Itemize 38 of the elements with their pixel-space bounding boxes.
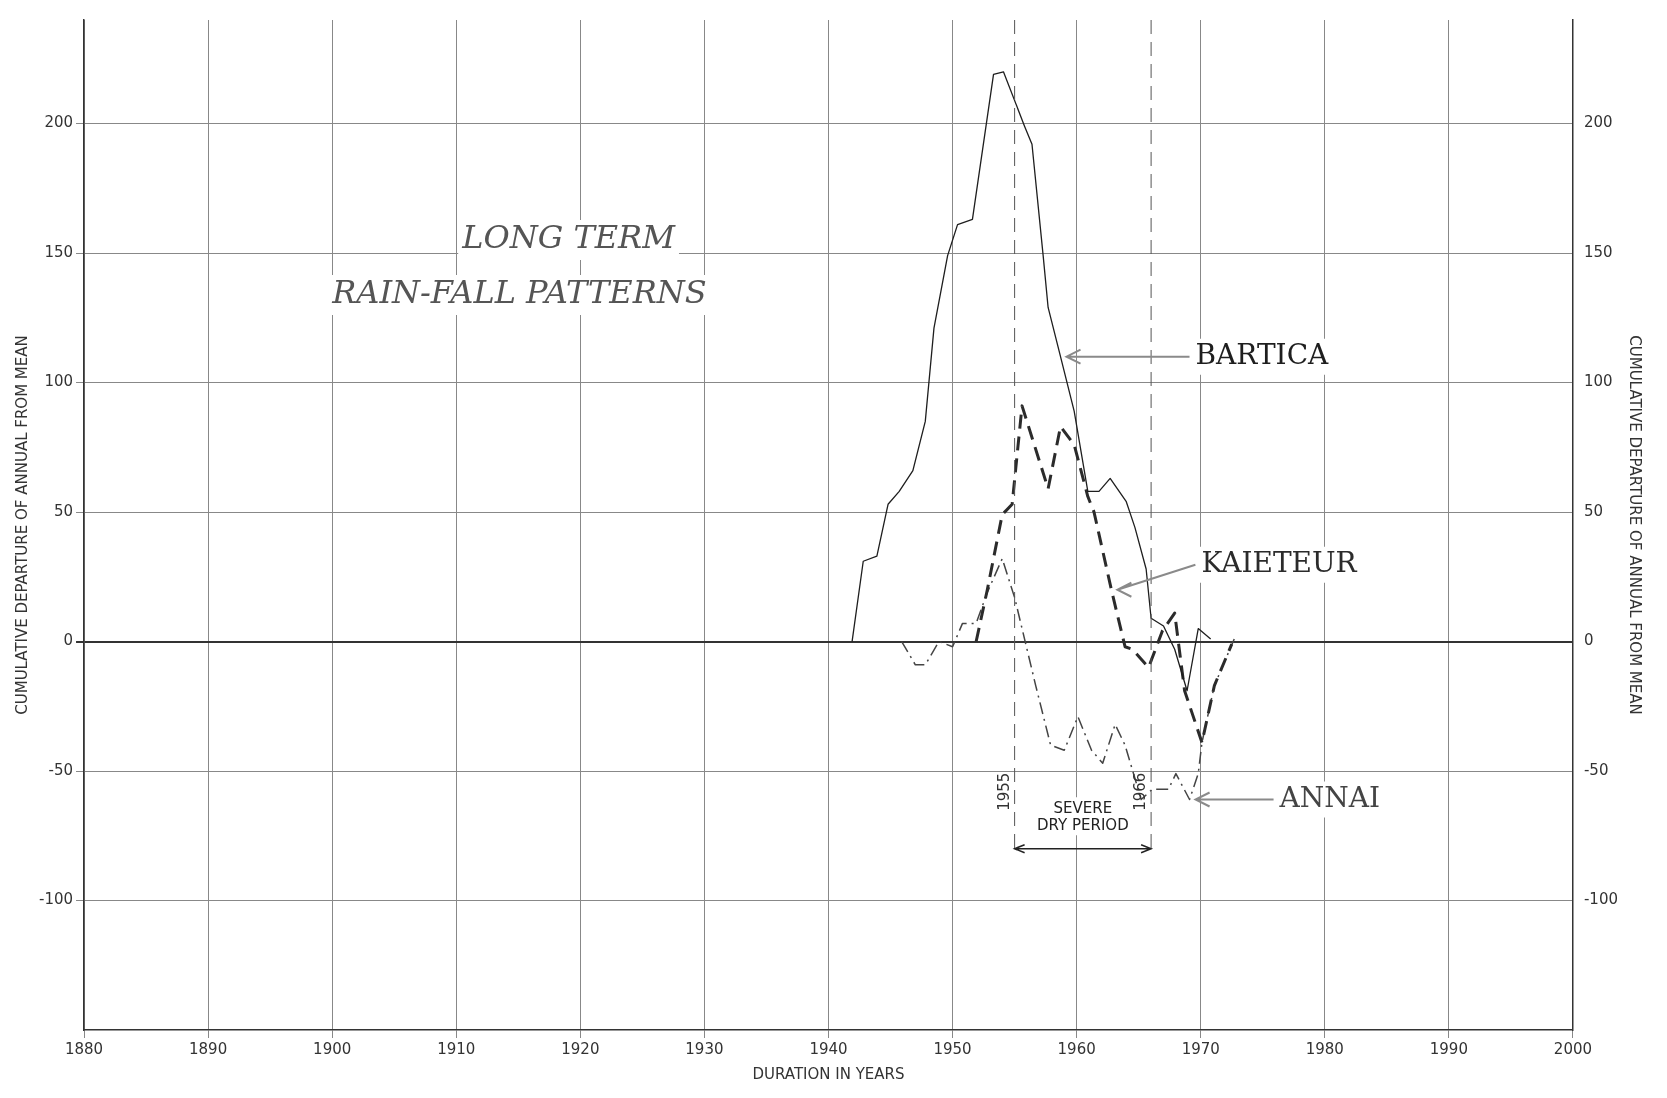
y-tick-label: 150	[44, 242, 74, 261]
y2-tick-label: 50	[1583, 501, 1604, 520]
y-tick-label: 100	[44, 372, 74, 391]
x-tick-label: 1900	[313, 1039, 352, 1058]
ref-line-label: 1955	[994, 772, 1013, 811]
text: ANNAI	[1278, 780, 1381, 814]
y-tick-label: 200	[44, 113, 74, 132]
x-tick-label: 1930	[685, 1039, 724, 1058]
x-tick-label: 1980	[1305, 1039, 1344, 1058]
series-label: KAIETEUR	[1201, 546, 1358, 580]
y-axis-title: CUMULATIVE DEPARTURE OF ANNUAL FROM MEAN	[12, 335, 31, 715]
y2-tick-label: 200	[1583, 113, 1613, 132]
x-tick-label: 1880	[64, 1039, 104, 1058]
annotation: RAIN-FALL PATTERNS	[331, 273, 707, 312]
y2-tick-label: 100	[1583, 372, 1613, 391]
y-tick-label: 50	[53, 501, 74, 520]
x-tick-label: 1990	[1429, 1039, 1468, 1058]
annotation: LONG TERM	[461, 218, 677, 257]
y2-tick-label: -50	[1583, 760, 1609, 779]
x-tick-label: 1950	[933, 1039, 972, 1058]
x-tick-label: 1970	[1181, 1039, 1220, 1058]
x-tick-label: 1910	[437, 1039, 476, 1058]
x-tick-label: 1940	[809, 1039, 848, 1058]
x-tick-label: 1920	[561, 1039, 600, 1058]
ref-line-label: 1966	[1130, 772, 1149, 811]
annotation: SEVERE DRY PERIOD	[1037, 798, 1129, 834]
y-tick-label: 0	[63, 631, 74, 650]
text: BARTICA	[1195, 337, 1330, 371]
x-axis-title: DURATION IN YEARS	[752, 1064, 905, 1083]
y-tick-label: -50	[48, 760, 74, 779]
x-tick-label: 1960	[1057, 1039, 1096, 1058]
y2-tick-label: 0	[1583, 631, 1594, 650]
y2-tick-label: 150	[1583, 242, 1613, 261]
x-tick-label: 2000	[1553, 1039, 1593, 1058]
y2-tick-label: -100	[1583, 890, 1618, 909]
y-tick-label: -100	[39, 890, 74, 909]
y2-axis-title: CUMULATIVE DEPARTURE OF ANNUAL FROM MEAN	[1626, 335, 1645, 715]
x-tick-label: 1890	[189, 1039, 228, 1058]
